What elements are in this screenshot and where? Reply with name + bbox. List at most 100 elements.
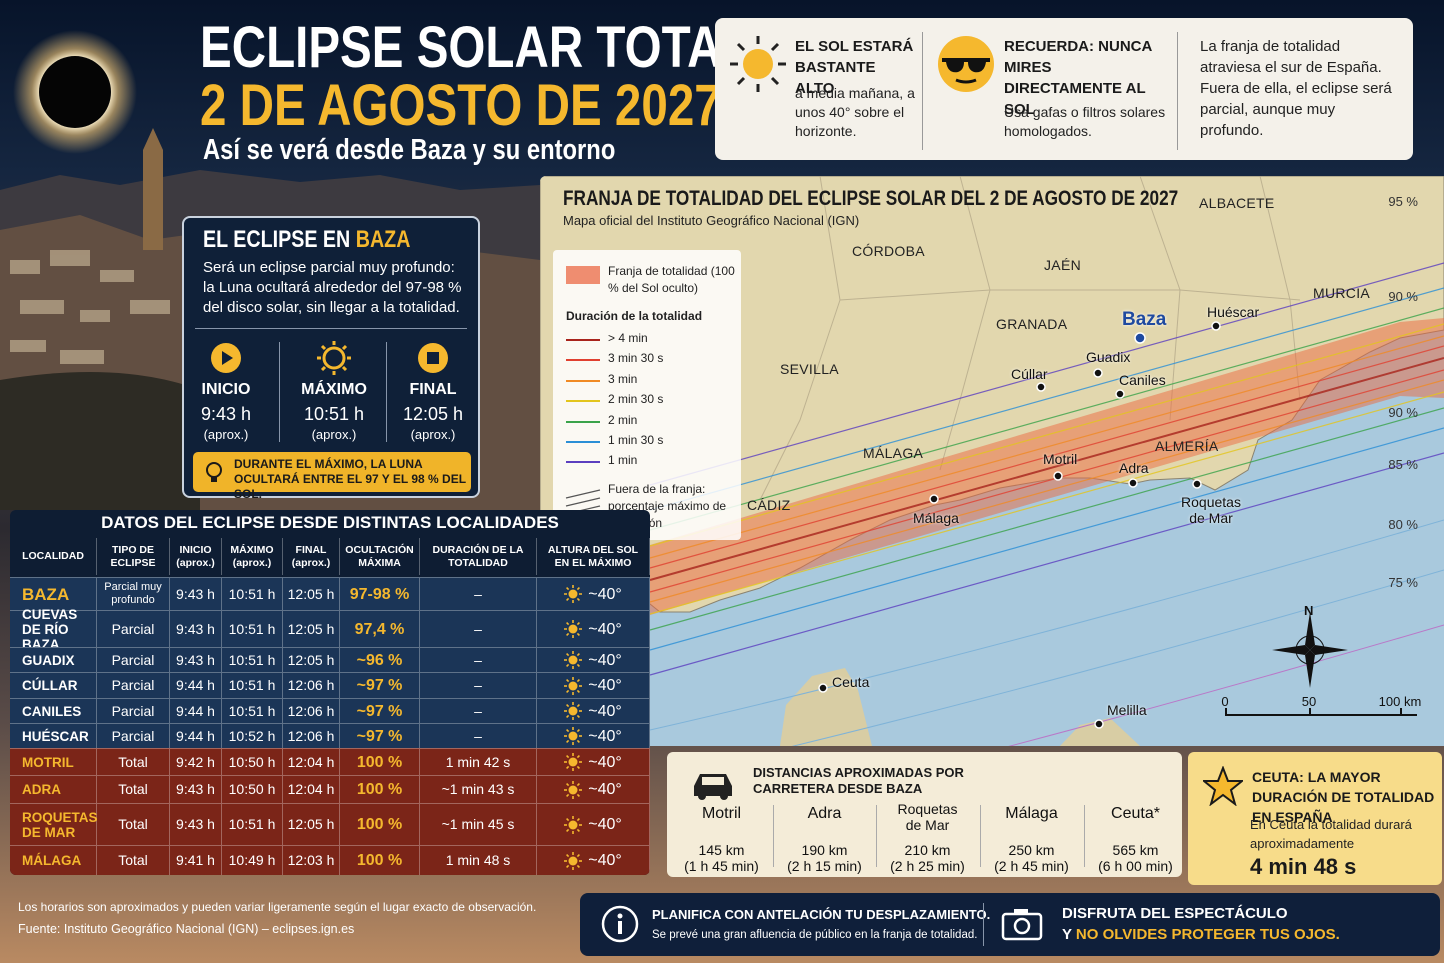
table-cell: MOTRIL (10, 748, 97, 775)
bottom-banner (580, 893, 1440, 956)
town-dot (1036, 382, 1046, 392)
table-cell: 12:05 h (283, 577, 340, 610)
legend-label: 2 min (608, 412, 638, 427)
contour-line (649, 287, 1444, 511)
percent-label: 85 % (1388, 457, 1418, 472)
table-cell: ~97 % (340, 672, 420, 698)
max-icon (317, 341, 351, 375)
bulb-icon (206, 462, 222, 482)
contour-line (649, 335, 1444, 559)
legend-line (566, 339, 600, 341)
table-cell: ~40° (537, 803, 650, 845)
table-cell: Parcial (97, 647, 170, 672)
distance-time: (2 h 15 min) (787, 858, 862, 874)
town-label: Baza (1122, 309, 1167, 330)
table-cell: ~40° (537, 845, 650, 875)
contour-line (649, 369, 1444, 593)
town-dot (1128, 478, 1138, 488)
town-dot (1211, 321, 1221, 331)
tip-text: Usa gafas o filtros solares homologados. (1004, 104, 1166, 139)
divider (1177, 32, 1178, 150)
table-cell-text: ~40° (588, 753, 622, 771)
sun-small (564, 727, 583, 745)
contour-line (649, 345, 1444, 569)
table-cell: ~96 % (340, 647, 420, 672)
table-cell-text: ~40° (588, 727, 622, 745)
tip-title: EL SOL ESTARÁ BASTANTE ALTO (795, 38, 914, 97)
table-cell: 9:43 h (170, 610, 222, 647)
town-label: Guadix (1086, 349, 1131, 365)
title-line2: 2 DE AGOSTO DE 2027 (200, 73, 721, 138)
table-cell: – (420, 723, 537, 748)
compass (1272, 612, 1348, 688)
table-cell: 10:51 h (222, 610, 283, 647)
data-table: DATOS DEL ECLIPSE DESDE DISTINTAS LOCALI… (10, 510, 650, 875)
table-cell: 9:43 h (170, 775, 222, 803)
divider (386, 342, 387, 442)
scale-tick (1225, 708, 1227, 716)
town-dot (1094, 719, 1104, 729)
table-header: FINAL (aprox.) (283, 538, 340, 575)
town-label: Melilla (1107, 702, 1147, 718)
time-note: (aprox.) (311, 427, 357, 442)
table-cell-text: ~40° (588, 816, 622, 833)
table-cell: – (420, 698, 537, 723)
table-cell: ~40° (537, 672, 650, 698)
distance-time: (2 h 25 min) (890, 858, 965, 874)
legend-line (566, 359, 600, 362)
ceuta-text: En Ceuta la totalidad durará aproximadam… (1250, 817, 1412, 851)
scale-label: 100 km (1378, 694, 1422, 709)
ceuta-value: 4 min 48 s (1250, 854, 1357, 879)
start-icon (211, 343, 241, 373)
table-cell: 10:50 h (222, 748, 283, 775)
table-cell: ~1 min 45 s (420, 803, 537, 845)
sun-small (564, 851, 583, 870)
legend-line (566, 461, 600, 464)
time-note: (aprox.) (410, 427, 456, 442)
distance-place: Málaga (1005, 805, 1058, 822)
region-label: CÁDIZ (747, 497, 791, 513)
distance-place: Adra (807, 805, 842, 822)
town-label: Huéscar (1207, 304, 1260, 320)
region-label: MÁLAGA (863, 445, 924, 461)
town-label: Adra (1119, 460, 1149, 476)
table-cell: ADRA (10, 775, 97, 803)
table-cell: 9:44 h (170, 723, 222, 748)
scale-tick (1400, 708, 1402, 716)
baza-title: EL ECLIPSE EN BAZA (203, 226, 410, 254)
town-dot (1093, 368, 1103, 378)
legend-line (566, 400, 600, 403)
legend-line (566, 379, 600, 382)
region-label: ALMERÍA (1155, 438, 1219, 454)
sun-small (564, 753, 583, 771)
table-cell: 12:03 h (283, 845, 340, 875)
legend-label: Franja de totalidad (100 % del Sol ocult… (608, 264, 735, 295)
sun-small (564, 780, 583, 799)
town-dot (1134, 332, 1146, 344)
footer-note: Fuente: Instituto Geográfico Nacional (I… (18, 922, 355, 936)
table-cell: 10:51 h (222, 672, 283, 698)
town-label: Ceuta (832, 674, 870, 690)
table-cell: 12:04 h (283, 748, 340, 775)
scale-bar (1225, 714, 1417, 716)
time-value: 10:51 h (303, 404, 365, 424)
table-header: INICIO (aprox.) (170, 538, 222, 575)
table-cell-text: ~40° (588, 781, 622, 798)
divider (922, 32, 923, 150)
divider (1084, 805, 1085, 867)
table-cell: 12:06 h (283, 672, 340, 698)
table-cell: 12:06 h (283, 698, 340, 723)
table-cell: ~40° (537, 610, 650, 647)
percent-label: 90 % (1388, 405, 1418, 420)
distance-time: (2 h 45 min) (994, 858, 1069, 874)
baza-description: Será un eclipse parcial muy profundo: la… (203, 259, 462, 316)
sun-small (564, 815, 583, 834)
table-cell: 12:05 h (283, 610, 340, 647)
title-line1: ECLIPSE SOLAR TOTAL (200, 15, 751, 80)
town-label: Cúllar (1011, 366, 1048, 382)
legend-swatch (566, 266, 600, 284)
map-subtitle: Mapa oficial del Instituto Geográfico Na… (563, 213, 860, 228)
table-cell: 9:43 h (170, 647, 222, 672)
table-cell: Parcial muy profundo (97, 577, 170, 610)
distances-title: DISTANCIAS APROXIMADAS POR CARRETERA DES… (753, 765, 964, 796)
